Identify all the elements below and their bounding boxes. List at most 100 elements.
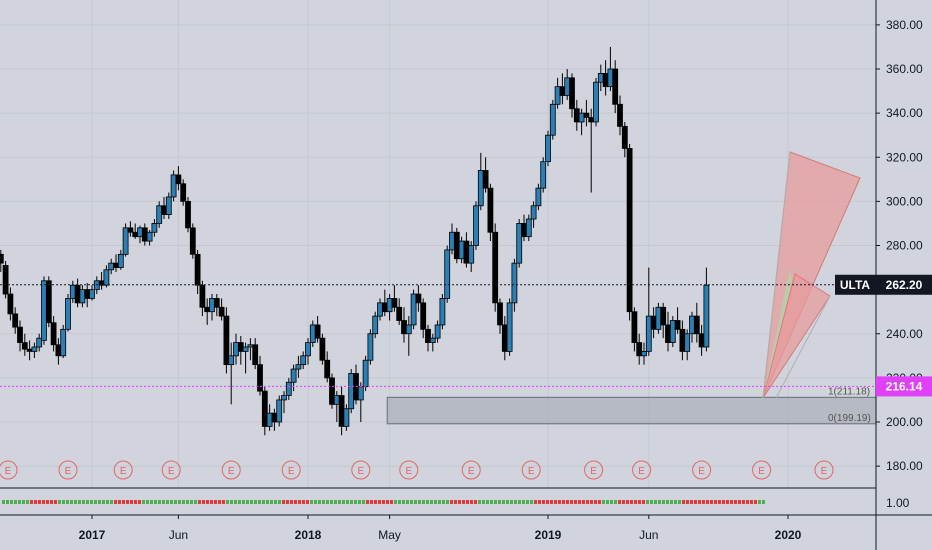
candle-body bbox=[204, 306, 211, 313]
indicator-dot bbox=[122, 500, 125, 504]
indicator-dot bbox=[390, 500, 393, 504]
indicator-dot bbox=[586, 500, 589, 504]
earnings-marker[interactable] bbox=[752, 460, 772, 480]
candle-body bbox=[492, 231, 499, 304]
candle-body bbox=[218, 306, 225, 317]
fib-retracement-zone[interactable] bbox=[386, 396, 877, 425]
indicator-dot bbox=[422, 500, 425, 504]
candle-body bbox=[617, 103, 623, 127]
earnings-marker-label: E bbox=[528, 466, 535, 477]
indicator-dot bbox=[406, 500, 409, 504]
earnings-marker[interactable] bbox=[461, 460, 481, 480]
candle-body bbox=[329, 377, 335, 405]
time-axis-label: May bbox=[378, 528, 401, 542]
indicator-dot bbox=[590, 500, 593, 504]
indicator-dot bbox=[654, 500, 657, 504]
candle-body bbox=[26, 348, 33, 352]
reference-price-label: 216.14 bbox=[886, 379, 923, 393]
indicator-dot bbox=[246, 500, 249, 504]
candle-body bbox=[194, 253, 201, 286]
indicator-dot bbox=[186, 500, 189, 504]
candle-body bbox=[453, 231, 460, 260]
indicator-dot bbox=[506, 500, 509, 504]
candle-body bbox=[386, 298, 393, 313]
candle-body bbox=[319, 337, 326, 361]
earnings-marker[interactable] bbox=[584, 460, 604, 480]
indicator-dot bbox=[698, 500, 701, 504]
indicator-dot bbox=[178, 500, 181, 504]
indicator-dot bbox=[534, 500, 537, 504]
fib-fan-projection[interactable] bbox=[762, 151, 861, 399]
indicator-dot bbox=[330, 500, 333, 504]
indicator-dot bbox=[294, 500, 297, 504]
earnings-marker[interactable] bbox=[161, 460, 181, 480]
indicator-dot bbox=[394, 500, 397, 504]
candle-body bbox=[314, 324, 321, 339]
earnings-marker[interactable] bbox=[221, 460, 241, 480]
indicator-dot bbox=[110, 500, 113, 504]
indicator-dot bbox=[214, 500, 217, 504]
candle-body bbox=[535, 187, 542, 207]
candle-body bbox=[271, 412, 278, 423]
earnings-marker[interactable] bbox=[399, 460, 419, 480]
earnings-marker[interactable] bbox=[0, 460, 18, 480]
earnings-marker[interactable] bbox=[113, 460, 133, 480]
earnings-marker[interactable] bbox=[814, 460, 834, 480]
candle-body bbox=[305, 342, 311, 357]
earnings-marker[interactable] bbox=[632, 460, 652, 480]
candle-body bbox=[146, 231, 153, 242]
earnings-marker[interactable] bbox=[351, 460, 371, 480]
indicator-dot bbox=[746, 500, 749, 504]
price-axis-label: 300.00 bbox=[886, 194, 923, 208]
indicator-dot bbox=[242, 500, 245, 504]
price-axis[interactable]: 380.00 360.00 340.00 320.00 300.00 280.00 240.… bbox=[875, 0, 923, 550]
earnings-marker-label: E bbox=[698, 466, 705, 477]
candle-body bbox=[602, 73, 609, 88]
candle-body bbox=[41, 280, 47, 341]
indicator-dot bbox=[210, 500, 213, 504]
indicator-dot bbox=[674, 500, 677, 504]
fib-zone[interactable]: 1(211.18) 0(199.19) bbox=[386, 386, 877, 425]
indicator-dot bbox=[314, 500, 317, 504]
candle-body bbox=[516, 223, 523, 264]
candle-body bbox=[132, 231, 139, 238]
candle-body bbox=[377, 302, 383, 317]
earnings-marker[interactable] bbox=[281, 460, 301, 480]
candle-body bbox=[276, 399, 283, 423]
candle-body bbox=[45, 280, 52, 324]
indicator-dot bbox=[386, 500, 389, 504]
time-axis[interactable]: 2017 Jun 2018 May 2019 Jun 2020 bbox=[79, 515, 802, 542]
indicator-dot bbox=[486, 500, 489, 504]
indicator-dot bbox=[694, 500, 697, 504]
indicator-dot bbox=[46, 500, 49, 504]
earnings-marker[interactable] bbox=[521, 460, 541, 480]
earnings-marker[interactable] bbox=[692, 460, 712, 480]
candle-body bbox=[84, 289, 91, 299]
candle-body bbox=[242, 346, 249, 352]
candle-body bbox=[655, 306, 662, 330]
indicator-dot bbox=[22, 500, 25, 504]
indicator-dot bbox=[582, 500, 585, 504]
indicator-dot bbox=[730, 500, 733, 504]
indicator-dot bbox=[670, 500, 673, 504]
candle-body bbox=[79, 289, 86, 304]
candle-body bbox=[473, 205, 479, 246]
fan-ray bbox=[762, 151, 791, 399]
indicator-dot bbox=[498, 500, 501, 504]
candle-body bbox=[103, 269, 110, 286]
indicator-dot bbox=[154, 500, 157, 504]
indicator-dot bbox=[558, 500, 561, 504]
earnings-marker[interactable] bbox=[58, 460, 78, 480]
indicator-dot bbox=[490, 500, 493, 504]
indicator-dot bbox=[610, 500, 613, 504]
grid bbox=[0, 0, 876, 488]
indicator-dot bbox=[194, 500, 197, 504]
indicator-dot bbox=[190, 500, 193, 504]
indicator-dot bbox=[690, 500, 693, 504]
candle-body bbox=[367, 333, 374, 361]
indicator-dot bbox=[150, 500, 153, 504]
indicator-dot bbox=[58, 500, 61, 504]
candle-body bbox=[17, 326, 23, 343]
indicator-dot bbox=[258, 500, 261, 504]
